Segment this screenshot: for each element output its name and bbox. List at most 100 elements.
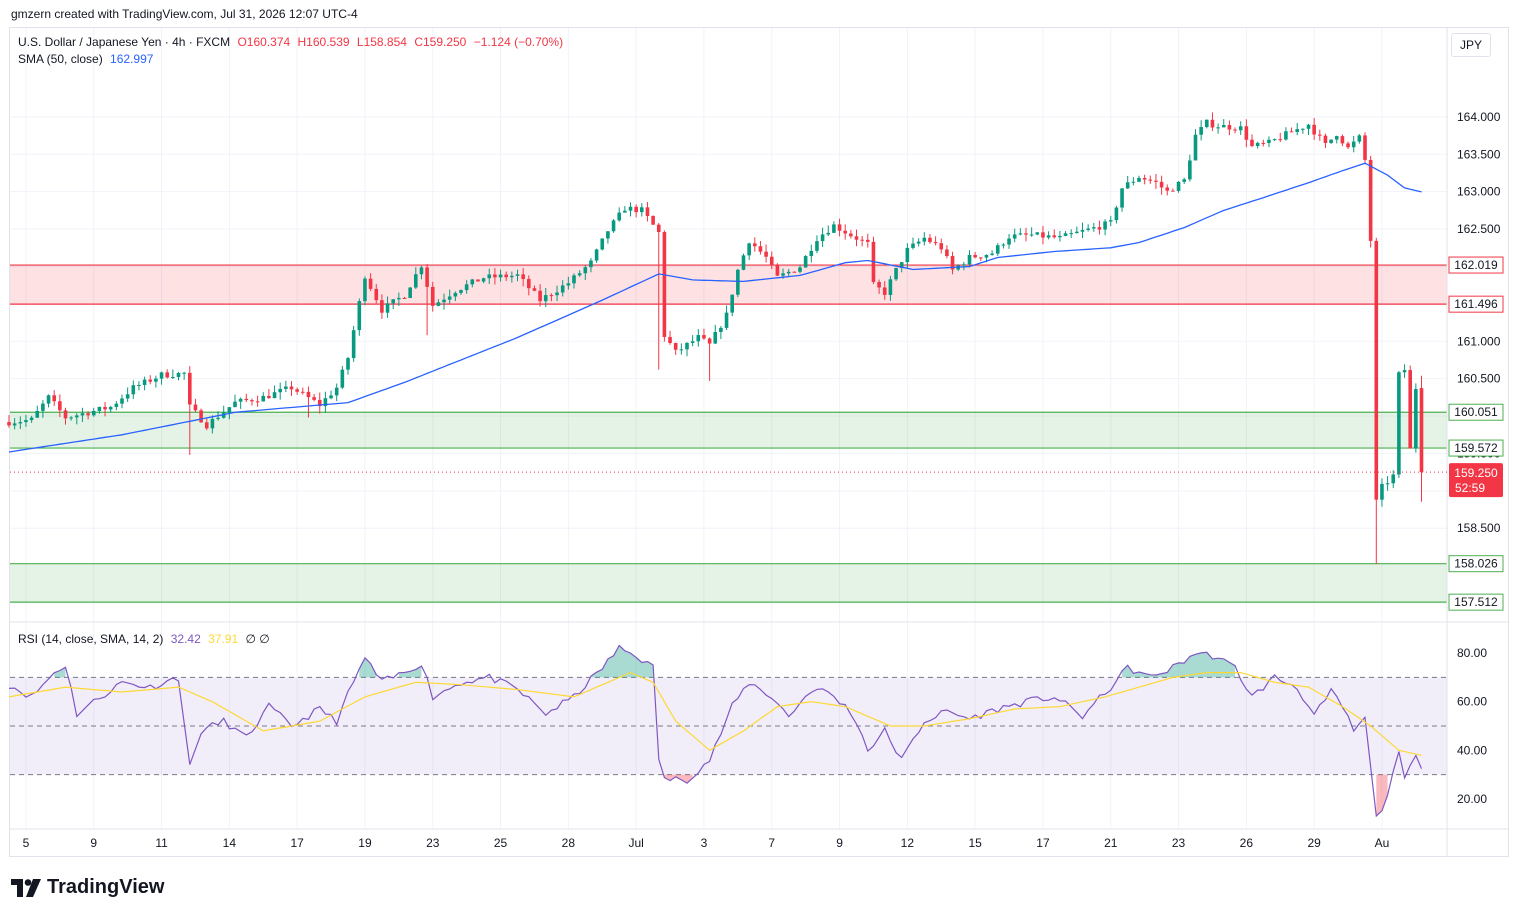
candle-body bbox=[41, 403, 45, 411]
candle-body bbox=[86, 413, 90, 416]
candle-body bbox=[504, 274, 508, 278]
candle-body bbox=[962, 264, 966, 266]
candle-body bbox=[91, 410, 96, 416]
sma-value: 162.997 bbox=[110, 52, 154, 66]
candle-body bbox=[549, 295, 554, 297]
candle-body bbox=[640, 207, 644, 213]
candle-body bbox=[820, 234, 825, 242]
candle-body bbox=[1357, 135, 1362, 142]
candle-body bbox=[623, 210, 627, 213]
candle-body bbox=[69, 417, 73, 419]
time-tick-label: 21 bbox=[1104, 836, 1118, 850]
candle-body bbox=[1193, 134, 1198, 161]
candle-body bbox=[843, 230, 847, 234]
candle-body bbox=[617, 212, 621, 221]
tradingview-wordmark: TradingView bbox=[47, 876, 165, 898]
candle-body bbox=[668, 336, 672, 344]
candle-body bbox=[272, 392, 277, 399]
candle-body bbox=[995, 245, 1000, 254]
candle-body bbox=[916, 241, 921, 244]
candle-body bbox=[792, 271, 797, 273]
rsi-legend[interactable]: RSI (14, close, SMA, 14, 2) 32.42 37.91 … bbox=[18, 632, 274, 646]
candle-body bbox=[583, 267, 588, 274]
candle-body bbox=[589, 260, 593, 268]
candle-body bbox=[645, 207, 650, 216]
price-tick-label: 160.500 bbox=[1457, 372, 1501, 386]
candle-body bbox=[1120, 188, 1124, 208]
time-tick-label: 28 bbox=[562, 836, 576, 850]
candle-body bbox=[346, 358, 350, 370]
candle-body bbox=[131, 385, 136, 395]
candle-body bbox=[1306, 124, 1311, 129]
candle-body bbox=[1205, 119, 1209, 128]
candle-body bbox=[933, 242, 938, 244]
candle-body bbox=[1176, 181, 1181, 191]
candle-body bbox=[1063, 233, 1068, 236]
candle-body bbox=[866, 239, 870, 242]
rsi-band-fill bbox=[10, 677, 1447, 775]
candle-body bbox=[527, 279, 531, 289]
candle-body bbox=[1329, 139, 1333, 144]
candle-body bbox=[425, 267, 429, 287]
candle-body bbox=[950, 256, 955, 270]
candle-body bbox=[374, 288, 379, 301]
candle-body bbox=[380, 300, 384, 313]
sma-legend[interactable]: SMA (50, close) 162.997 bbox=[18, 52, 157, 66]
candle-body bbox=[188, 372, 192, 405]
candle-body bbox=[1301, 128, 1305, 130]
rsi-overbought-fill bbox=[1122, 652, 1236, 678]
rsi-line bbox=[8, 644, 1423, 818]
candle-body bbox=[809, 250, 814, 257]
candle-body bbox=[798, 267, 802, 272]
candle-body bbox=[29, 417, 34, 421]
candle-body bbox=[481, 278, 486, 282]
candle-body bbox=[306, 391, 311, 398]
candle-body bbox=[1035, 232, 1040, 235]
candle-body bbox=[498, 274, 503, 278]
candle-body bbox=[368, 278, 373, 289]
candle-body bbox=[1007, 238, 1011, 245]
candle-body bbox=[289, 386, 294, 390]
candle-body bbox=[1012, 234, 1017, 239]
candle-body bbox=[1323, 135, 1328, 144]
candle-body bbox=[922, 237, 927, 242]
zone-price-label: 160.051 bbox=[1454, 405, 1498, 419]
tradingview-branding[interactable]: TradingView bbox=[11, 876, 164, 899]
time-tick-label: 14 bbox=[223, 836, 237, 850]
currency-button[interactable]: JPY bbox=[1451, 33, 1491, 57]
rsi-tick-label: 80.00 bbox=[1457, 646, 1487, 660]
countdown-label: 52:59 bbox=[1455, 481, 1485, 495]
candle-body bbox=[182, 372, 186, 374]
time-tick-label: 5 bbox=[23, 836, 30, 850]
candle-body bbox=[58, 401, 62, 411]
candle-body bbox=[1108, 220, 1113, 222]
candle-body bbox=[1131, 181, 1136, 183]
candle-body bbox=[351, 330, 356, 359]
candle-body bbox=[696, 335, 701, 342]
symbol-legend[interactable]: U.S. Dollar / Japanese Yen · 4h · FXCM O… bbox=[18, 35, 567, 49]
candle-body bbox=[1001, 244, 1006, 246]
candle-body bbox=[125, 394, 130, 399]
candle-body bbox=[312, 397, 316, 400]
candle-body bbox=[1159, 181, 1164, 188]
candle-body bbox=[1255, 142, 1260, 146]
candle-body bbox=[741, 255, 746, 270]
candle-body bbox=[1188, 160, 1192, 180]
candle-body bbox=[888, 279, 893, 295]
candle-body bbox=[1171, 190, 1175, 192]
candle-body bbox=[606, 231, 610, 239]
candle-body bbox=[1058, 235, 1062, 238]
candle-body bbox=[611, 220, 616, 232]
candle-body bbox=[1414, 389, 1418, 449]
candle-body bbox=[1340, 136, 1345, 144]
candle-body bbox=[108, 406, 113, 410]
chart-credit: gmzern created with TradingView.com, Jul… bbox=[11, 7, 358, 21]
candle-body bbox=[216, 417, 220, 419]
rsi-ma-value: 37.91 bbox=[208, 632, 239, 646]
candle-body bbox=[357, 301, 362, 331]
candle-body bbox=[815, 241, 819, 251]
candle-body bbox=[301, 391, 305, 393]
zone-price-label: 159.572 bbox=[1454, 441, 1498, 455]
candle-body bbox=[736, 269, 740, 295]
